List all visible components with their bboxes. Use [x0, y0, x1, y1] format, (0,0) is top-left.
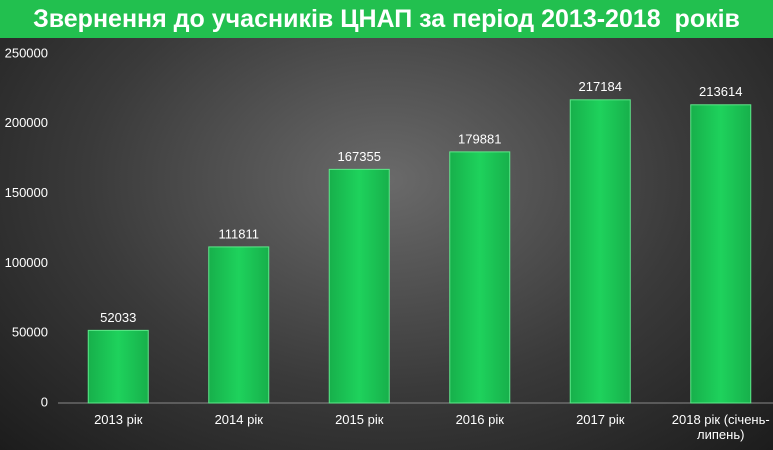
value-label: 217184: [579, 79, 622, 94]
bar: [690, 104, 752, 404]
value-label: 167355: [338, 149, 381, 164]
x-tick-label: 2013 рік: [94, 412, 143, 427]
bar: [328, 168, 390, 404]
bar: [449, 151, 511, 404]
x-tick-label: 2015 рік: [335, 412, 384, 427]
value-label: 52033: [100, 310, 136, 325]
y-tick-label: 0: [41, 394, 48, 409]
bar: [87, 329, 149, 404]
value-label: 111811: [219, 226, 260, 241]
bar: [569, 99, 631, 404]
bar: [208, 246, 270, 404]
x-tick-label: 2018 рік (січень-липень): [671, 412, 770, 442]
y-tick-label: 250000: [5, 45, 48, 60]
y-tick-label: 50000: [12, 325, 48, 340]
x-tick-label: 2014 рік: [214, 412, 263, 427]
chart-title: Звернення до учасників ЦНАП за період 20…: [0, 0, 773, 38]
value-label: 213614: [699, 84, 742, 99]
y-tick-label: 100000: [5, 255, 48, 270]
y-tick-label: 150000: [5, 185, 48, 200]
x-tick-label: 2017 рік: [576, 412, 625, 427]
x-tick-label: 2016 рік: [455, 412, 504, 427]
y-tick-label: 200000: [5, 115, 48, 130]
value-label: 179881: [458, 131, 501, 146]
